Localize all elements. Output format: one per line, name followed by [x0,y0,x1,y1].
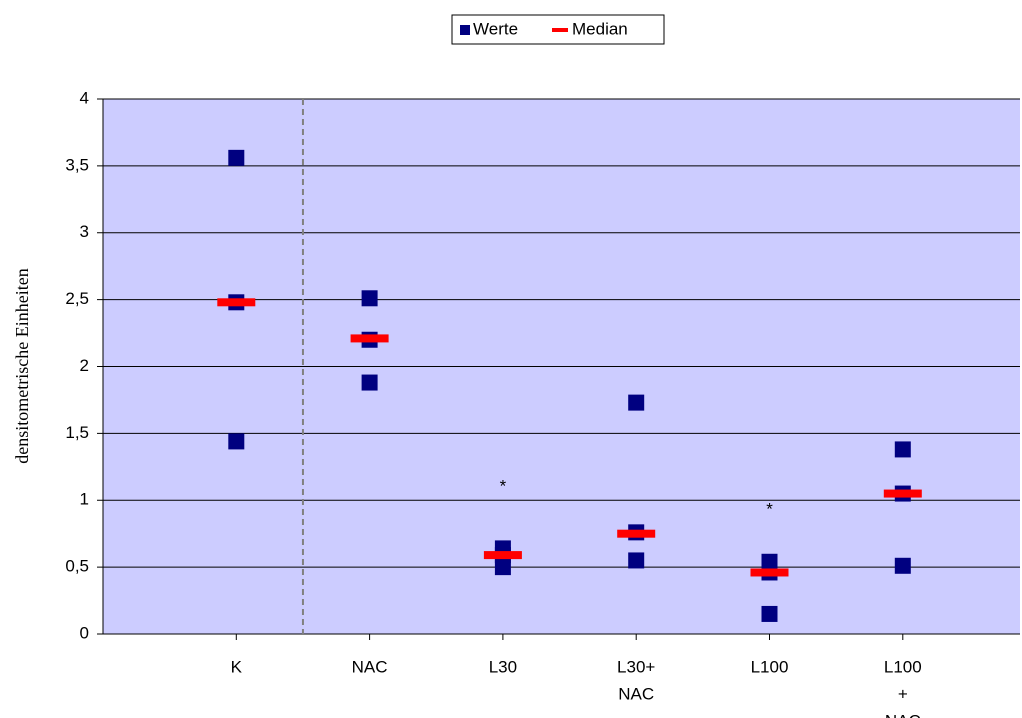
y-axis-label: densitometrische Einheiten [12,268,32,463]
legend-box [451,14,665,45]
y-tick-label: 0 [80,623,89,642]
x-tick-label: NAC [885,711,921,718]
x-tick-label: NAC [618,684,654,703]
median-mark [350,334,389,343]
data-point [228,433,245,450]
y-tick-label: 2 [80,356,89,375]
median-mark [483,551,522,560]
data-point [628,394,645,411]
data-point [894,557,911,574]
y-tick-label: 1,5 [65,423,89,442]
data-point [761,605,778,622]
data-point [494,559,511,576]
x-tick-label: L30+ [617,657,655,676]
median-mark [217,298,256,307]
x-tick-label: L30 [489,657,517,676]
annotation: * [766,499,773,518]
y-tick-label: 2,5 [65,289,89,308]
legend-swatch [460,25,470,35]
x-tick-label: L100 [884,657,922,676]
data-point [361,374,378,391]
median-mark [883,489,922,498]
y-tick-label: 3,5 [65,155,89,174]
y-tick-label: 0,5 [65,557,89,576]
median-mark [617,529,656,538]
y-tick-label: 3 [80,222,89,241]
median-mark [750,568,789,577]
x-tick-label: NAC [352,657,388,676]
legend-swatch [552,28,568,32]
x-tick-label: K [231,657,243,676]
annotation: * [500,477,507,496]
x-tick-label: L100 [751,657,789,676]
data-point [361,290,378,307]
data-point [228,149,245,166]
x-tick-label: + [898,684,908,703]
y-tick-label: 4 [80,88,89,107]
data-point [628,552,645,569]
legend-label: Median [572,19,628,38]
data-point [894,441,911,458]
legend-label: Werte [473,19,518,38]
y-tick-label: 1 [80,490,89,509]
